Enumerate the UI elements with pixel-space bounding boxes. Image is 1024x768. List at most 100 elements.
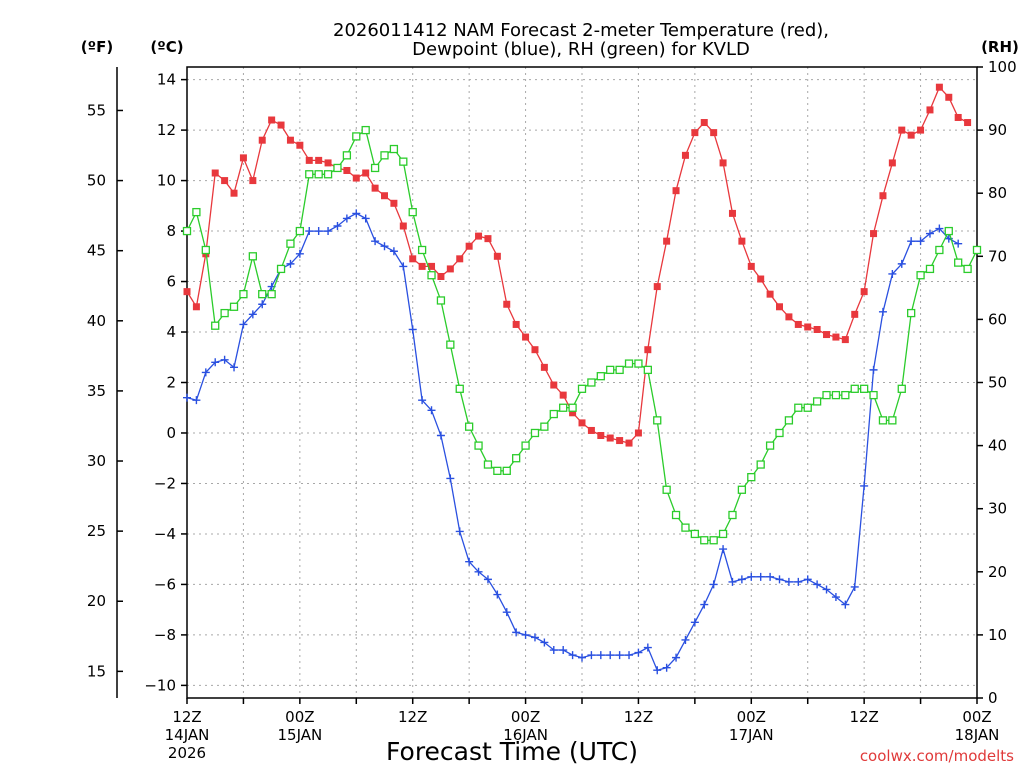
chart-title-line-2: Dewpoint (blue), RH (green) for KVLD (412, 39, 750, 60)
temperature-point (324, 159, 332, 167)
dewpoint-point (803, 575, 812, 584)
celsius-tick-label: 10 (157, 172, 176, 190)
temperature-point (587, 426, 595, 434)
celsius-tick-label: 4 (166, 323, 176, 341)
rh-point (841, 390, 850, 400)
temperature-point (390, 199, 398, 207)
temperature-point (823, 331, 831, 339)
dewpoint-point (371, 237, 380, 246)
temperature-point (183, 288, 191, 296)
rh-tick-label: 80 (988, 184, 1007, 202)
temperature-point (710, 129, 718, 137)
temperature-line (186, 86, 968, 444)
temperature-point (315, 156, 323, 164)
dewpoint-point (295, 249, 304, 258)
temperature-point (277, 121, 285, 129)
rh-point (747, 472, 756, 482)
temperature-point (418, 262, 426, 270)
temperature-point (362, 169, 370, 177)
rh-point (380, 151, 389, 160)
dewpoint-point (418, 396, 427, 405)
rh-point (305, 170, 314, 179)
temperature-point (343, 166, 351, 174)
x-tick-label: 12Z (172, 708, 201, 726)
dewpoint-point (530, 633, 539, 642)
temperature-point (456, 255, 464, 263)
dewpoint-point (427, 406, 436, 415)
rh-tick-label: 40 (988, 437, 1007, 455)
rh-point (897, 384, 906, 393)
dewpoint-point (606, 651, 615, 660)
rh-point (229, 302, 239, 311)
rh-tick-label: 10 (988, 626, 1007, 644)
rh-tick-label: 70 (988, 247, 1007, 265)
celsius-tick-label: 2 (166, 374, 176, 392)
dewpoint-point (493, 590, 502, 599)
rh-point (878, 416, 888, 425)
rh-point (615, 365, 624, 375)
rh-point (512, 454, 521, 463)
rh-point (681, 523, 690, 532)
rh-point (662, 485, 671, 494)
temperature-point (399, 222, 407, 230)
rh-tick-label: 60 (988, 310, 1007, 328)
dewpoint-point (766, 572, 775, 581)
temperature-point (503, 300, 511, 308)
temperature-point (757, 275, 765, 283)
rh-tick-label: 20 (988, 563, 1007, 581)
rh-point (653, 416, 662, 425)
rh-point (201, 245, 210, 255)
dewpoint-point (822, 585, 831, 594)
temperature-point (954, 113, 962, 121)
rh-point (963, 264, 972, 274)
temperature-point (907, 131, 915, 139)
fahrenheit-tick-label: 15 (87, 662, 106, 680)
dewpoint-point (314, 227, 323, 236)
temperature-point (230, 189, 238, 197)
x-tick-label: 12Z (398, 708, 427, 726)
dewpoint-point (512, 628, 521, 637)
temperature-point (851, 310, 859, 318)
temperature-point (738, 237, 746, 245)
dewpoint-point (916, 237, 925, 246)
temperature-point (917, 126, 925, 134)
dewpoint-point (775, 575, 784, 584)
dewpoint-point (380, 242, 389, 251)
temperature-point (672, 187, 680, 195)
x-tick-date: 14JAN (165, 726, 210, 744)
rh-tick-label: 50 (988, 374, 1007, 392)
x-tick-year: 2026 (168, 744, 206, 762)
x-tick-date: 17JAN (729, 726, 774, 744)
dewpoint-point (860, 481, 869, 490)
rh-point (643, 365, 652, 375)
series-rh (182, 125, 982, 545)
dewpoint-point (549, 646, 558, 655)
x-tick-label: 12Z (849, 708, 878, 726)
rh-point (370, 163, 380, 173)
fahrenheit-tick-label: 50 (87, 172, 106, 190)
celsius-tick-label: 14 (157, 71, 176, 89)
chart-title-line-1: 2026011412 NAM Forecast 2-meter Temperat… (333, 20, 829, 41)
rh-point (972, 245, 982, 255)
dewpoint-point (183, 393, 191, 402)
temperature-point (766, 290, 774, 298)
temperature-point (249, 177, 257, 185)
temperature-point (540, 363, 548, 371)
dewpoint-point (850, 582, 859, 591)
rh-point (323, 170, 333, 179)
rh-point (587, 378, 596, 387)
x-tick-label: 00Z (737, 708, 766, 726)
dewpoint-point (361, 214, 370, 223)
temperature-point (804, 323, 812, 331)
rh-point (568, 403, 577, 412)
rh-point (718, 529, 728, 539)
rh-point (483, 460, 493, 469)
rh-point (756, 460, 765, 469)
celsius-tick-label: 6 (166, 273, 176, 291)
rh-point (248, 252, 257, 261)
dewpoint-point (897, 259, 906, 268)
rh-point (634, 359, 643, 368)
dewpoint-point (436, 431, 445, 440)
temperature-point (268, 116, 276, 124)
dewpoint-point (935, 224, 944, 233)
